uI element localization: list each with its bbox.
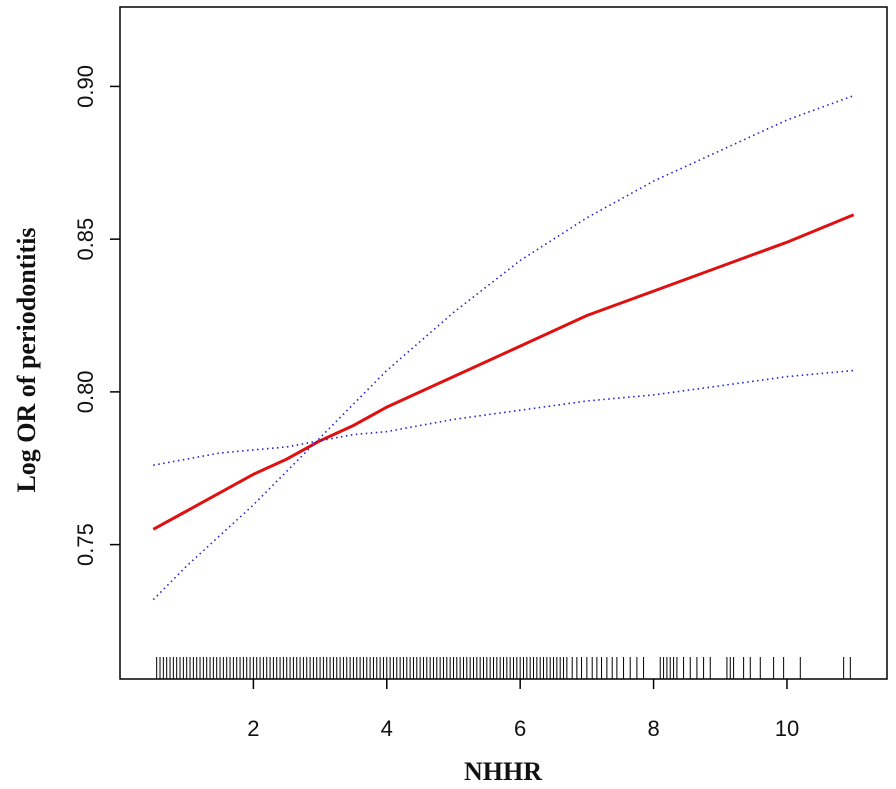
y-tick-label: 0.90 (73, 65, 98, 108)
x-tick-label: 8 (647, 716, 659, 741)
estimate-line (152, 213, 855, 531)
lower-ci-line (153, 369, 854, 466)
rug-marks (156, 657, 851, 679)
plot-frame (119, 6, 888, 680)
y-tick-label: 0.80 (73, 370, 98, 413)
x-tick-label: 4 (381, 716, 393, 741)
x-axis: 2 4 6 8 10 (247, 679, 799, 741)
upper-ci-line (152, 94, 854, 601)
y-tick-label: 0.75 (73, 523, 98, 566)
y-axis-title: Log OR of periodontitis (12, 227, 41, 492)
x-tick-label: 6 (514, 716, 526, 741)
x-axis-title: NHHR (464, 757, 542, 786)
x-tick-label: 10 (775, 716, 799, 741)
y-axis: 0.75 0.80 0.85 0.90 (73, 65, 120, 566)
y-tick-label: 0.85 (73, 218, 98, 261)
x-tick-label: 2 (247, 716, 259, 741)
series-lines (152, 94, 855, 601)
